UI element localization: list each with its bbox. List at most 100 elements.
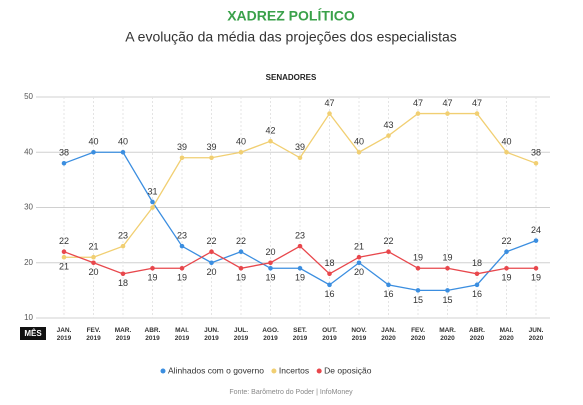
y-tick-label: 10 bbox=[24, 313, 33, 322]
point bbox=[356, 260, 362, 266]
point bbox=[415, 111, 421, 116]
y-tick-label: 30 bbox=[24, 203, 33, 212]
data-label: 19 bbox=[236, 273, 246, 283]
data-label: 20 bbox=[265, 247, 275, 257]
x-tick-label: JUN. 2020 bbox=[529, 327, 544, 342]
data-label: 22 bbox=[236, 236, 246, 246]
data-label: 39 bbox=[295, 142, 305, 152]
data-label: 19 bbox=[501, 273, 511, 283]
point bbox=[150, 265, 155, 271]
point bbox=[356, 149, 362, 155]
data-label: 19 bbox=[413, 253, 423, 263]
subtitle: A evolução da média das projeções dos es… bbox=[125, 29, 457, 45]
data-label: 23 bbox=[295, 231, 305, 241]
data-label: 24 bbox=[531, 225, 541, 235]
point bbox=[268, 260, 273, 266]
legend-label: Alinhados com o governo bbox=[168, 365, 264, 375]
point bbox=[91, 260, 96, 266]
data-label: 38 bbox=[59, 148, 69, 158]
x-tick-label: OUT. 2019 bbox=[322, 327, 337, 342]
x-tick-label: SET. 2019 bbox=[293, 327, 308, 342]
data-label: 18 bbox=[472, 258, 482, 268]
point bbox=[179, 155, 185, 161]
data-label: 15 bbox=[413, 295, 423, 305]
data-label: 20 bbox=[206, 267, 216, 277]
data-label: 19 bbox=[265, 273, 275, 283]
data-label: 47 bbox=[413, 98, 423, 108]
point bbox=[415, 288, 421, 293]
point bbox=[120, 149, 126, 155]
x-tick-label: FEV. 2019 bbox=[86, 327, 101, 342]
title: XADREZ POLÍTICO bbox=[227, 8, 355, 24]
x-tick-label: MAR. 2020 bbox=[439, 327, 456, 342]
data-label: 43 bbox=[383, 120, 393, 130]
data-label: 39 bbox=[177, 142, 187, 152]
data-label: 18 bbox=[118, 278, 128, 288]
data-label: 21 bbox=[354, 242, 364, 252]
data-label: 47 bbox=[472, 98, 482, 108]
point bbox=[120, 243, 126, 249]
legend-swatch bbox=[316, 368, 322, 374]
point bbox=[474, 282, 480, 288]
data-label: 40 bbox=[501, 137, 511, 147]
point bbox=[297, 243, 303, 249]
x-tick-label: NOV. 2019 bbox=[351, 327, 366, 342]
data-label: 19 bbox=[531, 273, 541, 283]
point bbox=[386, 282, 391, 288]
legend-swatch bbox=[271, 368, 277, 374]
point bbox=[386, 249, 391, 254]
data-label: 40 bbox=[236, 137, 246, 147]
data-label: 38 bbox=[531, 148, 541, 158]
chart-title: SENADORES bbox=[266, 73, 317, 82]
data-label: 20 bbox=[354, 267, 364, 277]
source: Fonte: Barômetro do Poder | InfoMoney bbox=[229, 389, 353, 396]
point bbox=[533, 238, 539, 243]
point bbox=[386, 133, 391, 138]
point bbox=[268, 265, 273, 271]
y-tick-label: 20 bbox=[24, 258, 33, 267]
data-label: 47 bbox=[442, 98, 452, 108]
x-tick-label: JUN. 2019 bbox=[204, 327, 219, 342]
data-label: 15 bbox=[442, 295, 452, 305]
x-tick-label: MAI. 2020 bbox=[499, 327, 514, 342]
data-label: 31 bbox=[147, 186, 157, 196]
point bbox=[179, 265, 185, 271]
point bbox=[504, 249, 509, 254]
point bbox=[91, 149, 96, 155]
data-label: 19 bbox=[295, 273, 305, 283]
point bbox=[445, 288, 450, 293]
data-label: 16 bbox=[383, 289, 393, 299]
data-label: 40 bbox=[118, 137, 128, 147]
legend-label: Incertos bbox=[279, 365, 309, 375]
point bbox=[297, 265, 303, 271]
data-label: 22 bbox=[383, 236, 393, 246]
data-label: 21 bbox=[88, 242, 98, 252]
data-label: 21 bbox=[59, 262, 69, 272]
point bbox=[150, 205, 155, 210]
point bbox=[209, 260, 214, 266]
y-tick-label: 40 bbox=[24, 147, 33, 156]
point bbox=[297, 155, 303, 161]
data-label: 22 bbox=[59, 236, 69, 246]
point bbox=[445, 111, 450, 116]
point bbox=[268, 138, 273, 144]
point bbox=[327, 111, 332, 116]
point bbox=[120, 271, 126, 277]
data-label: 19 bbox=[177, 273, 187, 283]
data-label: 40 bbox=[88, 137, 98, 147]
point bbox=[327, 271, 332, 277]
point bbox=[474, 271, 480, 277]
x-tick-label: MAR. 2019 bbox=[115, 327, 132, 342]
x-label-box bbox=[20, 327, 46, 340]
legend: Alinhados com o governo Incertos De oposiç… bbox=[160, 365, 372, 375]
point bbox=[533, 265, 539, 271]
data-label: 16 bbox=[324, 289, 334, 299]
data-label: 22 bbox=[501, 236, 511, 246]
data-label: 16 bbox=[472, 289, 482, 299]
legend-swatch bbox=[160, 368, 166, 374]
x-tick-label: ABR. 2019 bbox=[145, 327, 161, 342]
x-tick-label: FEV. 2020 bbox=[411, 327, 426, 342]
point bbox=[533, 161, 539, 166]
point bbox=[209, 249, 214, 254]
